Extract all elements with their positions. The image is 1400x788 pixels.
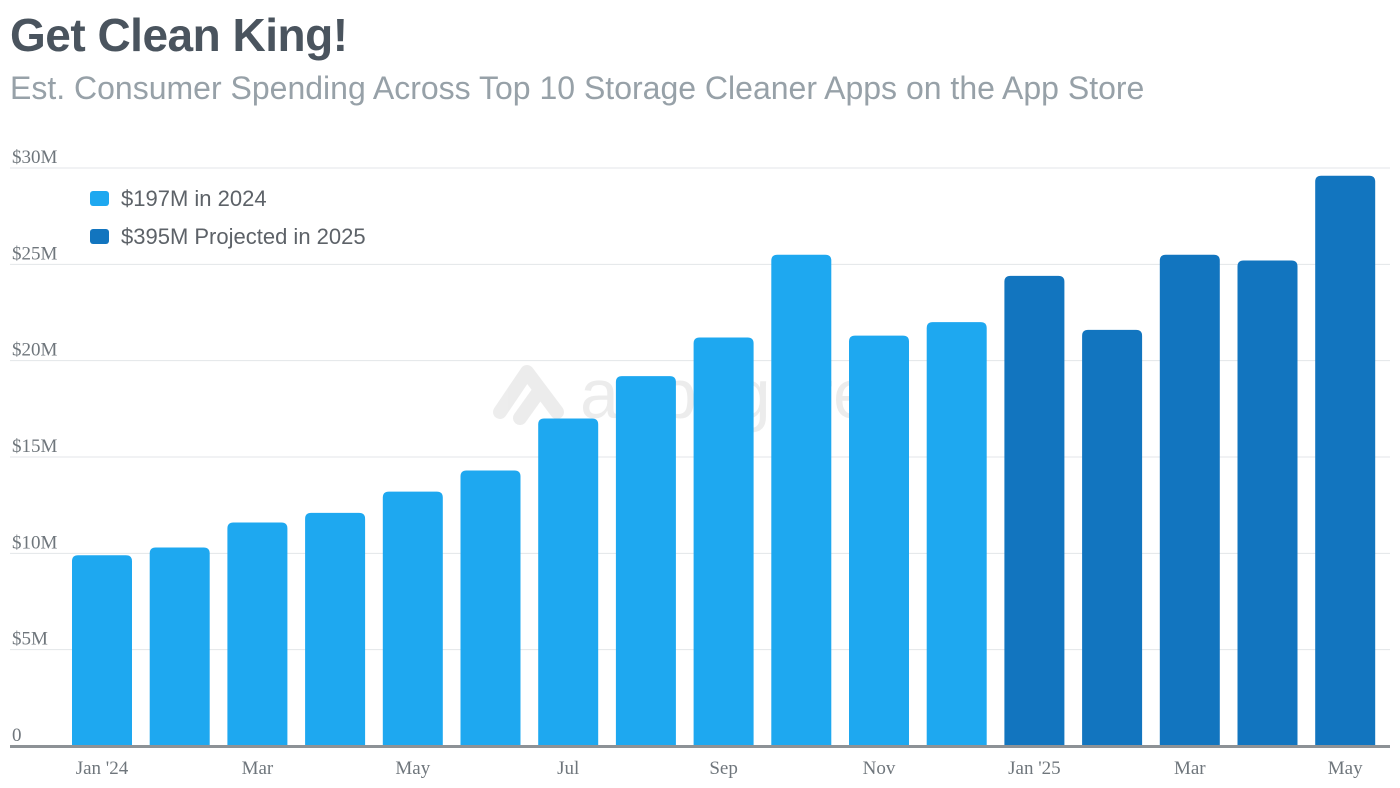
- y-tick-label: $15M: [12, 436, 58, 457]
- y-tick-label: $20M: [12, 340, 58, 361]
- y-tick-label: $5M: [12, 629, 48, 650]
- bar-aug-24: [615, 376, 676, 746]
- legend-swatch: [90, 229, 109, 244]
- y-tick-label: $30M: [12, 147, 58, 168]
- x-tick-label: Jan '24: [76, 758, 129, 779]
- bar-nov-24: [849, 335, 909, 746]
- x-tick-label: Mar: [1174, 758, 1206, 779]
- bars: [72, 175, 1376, 746]
- bar-dec-24: [926, 322, 987, 746]
- y-tick-label: $10M: [12, 532, 58, 553]
- x-tick-label: Sep: [709, 758, 738, 779]
- chart-title: Get Clean King!: [10, 9, 348, 61]
- bar-jan-25: [1004, 275, 1065, 746]
- x-tick-label: May: [1328, 758, 1363, 779]
- legend-label: $395M Projected in 2025: [121, 224, 366, 249]
- bar-mar-25: [1159, 254, 1220, 746]
- x-tick-label: Mar: [242, 758, 274, 779]
- bar-sep-24: [693, 337, 754, 746]
- bar-jun-24: [460, 470, 521, 746]
- legend-label: $197M in 2024: [121, 186, 267, 211]
- bar-feb-25: [1082, 329, 1143, 746]
- bar-feb-24: [149, 547, 210, 746]
- x-tick-label: Nov: [863, 758, 896, 779]
- bar-jan-24: [72, 555, 132, 746]
- y-tick-label: 0: [12, 725, 22, 746]
- bar-may-24: [382, 491, 443, 746]
- x-tick-label: May: [395, 758, 430, 779]
- bar-oct-24: [771, 254, 832, 746]
- bar-jul-24: [538, 418, 599, 746]
- x-tick-label: Jan '25: [1008, 758, 1061, 779]
- legend-swatch: [90, 191, 109, 206]
- chart-subtitle: Est. Consumer Spending Across Top 10 Sto…: [10, 70, 1145, 106]
- bar-mar-24: [227, 522, 288, 746]
- bar-apr-25: [1237, 260, 1298, 746]
- bar-apr-24: [305, 512, 366, 746]
- x-tick-label: Jul: [557, 758, 579, 779]
- legend: $197M in 2024 $395M Projected in 2025: [90, 186, 366, 249]
- y-tick-label: $25M: [12, 243, 58, 264]
- bar-may-25: [1315, 175, 1376, 746]
- x-axis: Jan '24 Mar May Jul Sep Nov Jan '25 Mar May: [76, 758, 1363, 779]
- y-axis: 0 $5M $10M $15M $20M $25M $30M: [12, 147, 58, 746]
